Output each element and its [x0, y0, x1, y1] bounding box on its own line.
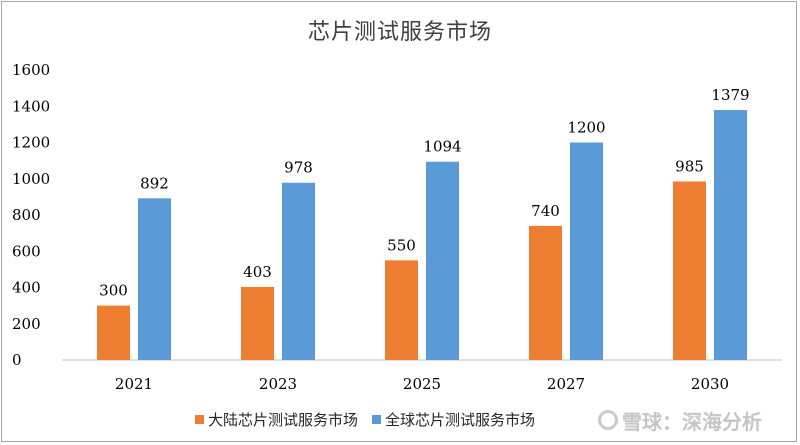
x-tick-label: 2027: [547, 375, 585, 393]
bar-global: [282, 182, 315, 360]
y-tick-label: 1600: [12, 61, 50, 79]
watermark: 雪球：深海分析: [598, 405, 762, 435]
data-label: 403: [243, 263, 272, 281]
x-tick-label: 2023: [259, 375, 297, 393]
data-label: 740: [531, 202, 560, 220]
data-label: 985: [675, 157, 704, 175]
y-tick-label: 1400: [12, 97, 50, 115]
chart-title: 芯片测试服务市场: [307, 20, 492, 45]
data-label: 1094: [423, 138, 461, 156]
legend: 大陆芯片测试服务市场 全球芯片测试服务市场: [195, 407, 549, 431]
y-tick-label: 400: [12, 279, 41, 297]
legend-label-mainland: 大陆芯片测试服务市场: [208, 410, 359, 429]
bar-global: [570, 142, 603, 360]
y-tick-label: 600: [12, 242, 41, 260]
x-tick-label: 2021: [115, 375, 153, 393]
y-tick-label: 800: [12, 206, 41, 224]
bar-global: [714, 110, 747, 361]
data-label: 300: [99, 282, 128, 300]
legend-item-global: 全球芯片测试服务市场: [372, 409, 535, 430]
bar-global: [138, 198, 171, 360]
x-tick-label: 2030: [691, 375, 729, 393]
snowball-logo-icon: [598, 410, 618, 430]
legend-swatch-global: [372, 414, 382, 424]
legend-item-mainland: 大陆芯片测试服务市场: [195, 409, 358, 430]
data-label: 978: [284, 159, 313, 177]
data-label: 892: [140, 174, 169, 192]
bar-mainland: [673, 181, 706, 360]
x-tick-label: 2025: [403, 375, 441, 393]
bar-mainland: [97, 305, 130, 360]
legend-label-global: 全球芯片测试服务市场: [385, 410, 536, 429]
y-tick-label: 200: [12, 315, 41, 333]
bar-mainland: [385, 260, 418, 360]
bar-mainland: [529, 225, 562, 360]
y-tick-label: 0: [12, 351, 22, 369]
bar-mainland: [241, 286, 274, 360]
y-tick-label: 1000: [12, 170, 50, 188]
data-label: 1379: [711, 86, 749, 104]
bar-global: [426, 161, 459, 360]
watermark-text: 雪球：深海分析: [622, 409, 762, 434]
data-label: 550: [387, 236, 416, 254]
legend-swatch-mainland: [195, 414, 204, 424]
data-label: 1200: [567, 119, 605, 137]
y-tick-label: 1200: [12, 134, 50, 152]
